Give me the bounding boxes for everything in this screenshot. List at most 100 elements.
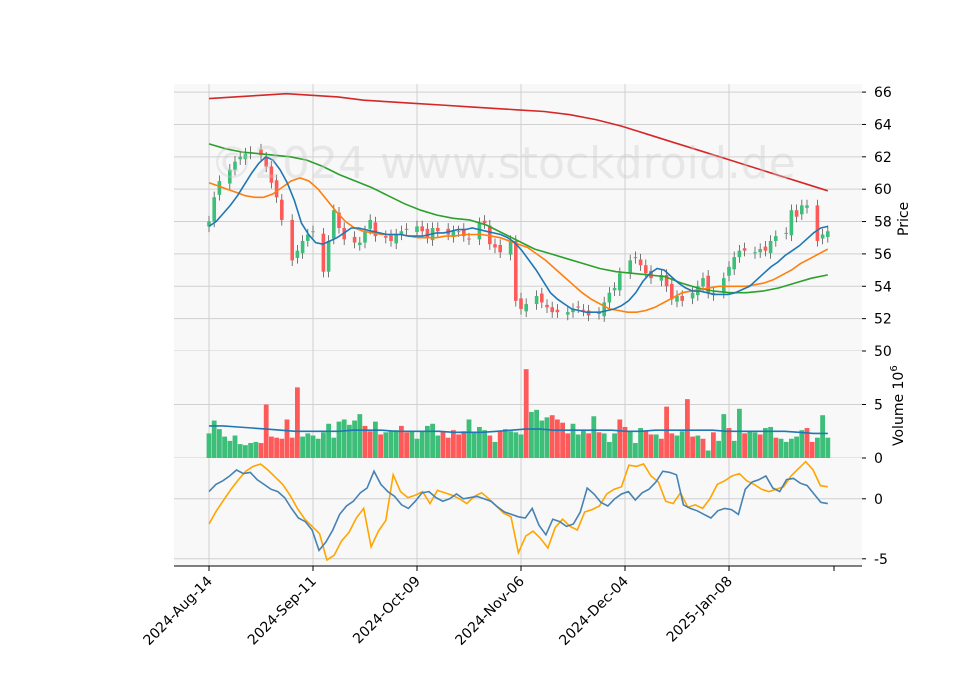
volume-bar bbox=[726, 428, 732, 458]
candle-body bbox=[404, 228, 409, 230]
volume-bar bbox=[591, 416, 597, 458]
volume-bar bbox=[477, 426, 482, 458]
volume-average-line bbox=[209, 425, 828, 435]
y-tick-label: 64 bbox=[874, 117, 892, 133]
volume-bar bbox=[783, 441, 789, 458]
candle-body bbox=[737, 250, 742, 258]
candle-body bbox=[337, 212, 341, 229]
volume-bar bbox=[206, 433, 212, 458]
candle-body bbox=[498, 245, 502, 253]
y-tick-label: 56 bbox=[874, 247, 892, 263]
volume-bar bbox=[243, 445, 248, 458]
volume-bar bbox=[440, 431, 446, 458]
volume-bar bbox=[461, 431, 467, 458]
volume-bar bbox=[627, 431, 633, 458]
volume-bar bbox=[263, 404, 269, 458]
volume-bar bbox=[674, 435, 680, 458]
volume-bar bbox=[211, 420, 217, 458]
candle-body bbox=[238, 156, 242, 160]
candle-body bbox=[680, 295, 684, 301]
volume-bar bbox=[258, 443, 264, 458]
candle-body bbox=[571, 308, 575, 313]
candle-body bbox=[488, 225, 492, 245]
candle-body bbox=[321, 233, 326, 272]
candle-body bbox=[384, 236, 388, 238]
volume-bar bbox=[253, 441, 259, 458]
x-axis: 2024-Aug-14 2024-Sep-11 2024-Oct-09 2024-No… bbox=[140, 565, 862, 649]
candle-body bbox=[550, 307, 554, 313]
candle-body bbox=[332, 210, 336, 239]
volume-bar bbox=[716, 440, 721, 458]
ma-longest-line bbox=[208, 92, 829, 192]
candle-body bbox=[462, 228, 466, 237]
y-tick-label: 58 bbox=[874, 215, 892, 231]
volume-bar bbox=[279, 438, 285, 458]
candle-body bbox=[373, 222, 378, 237]
volume-bar bbox=[482, 430, 487, 458]
volume-bar bbox=[685, 399, 690, 458]
candle-body bbox=[638, 259, 643, 266]
volume-bar bbox=[768, 426, 773, 458]
candle-body bbox=[555, 309, 560, 313]
candle-body bbox=[264, 157, 268, 167]
volume-bar bbox=[383, 432, 389, 458]
volume-bar bbox=[804, 428, 810, 458]
volume-bar bbox=[763, 428, 768, 458]
volume-bar bbox=[315, 438, 321, 458]
volume-bar bbox=[295, 387, 300, 458]
volume-bar bbox=[466, 419, 472, 458]
candle-body bbox=[269, 166, 274, 183]
x-tick-label: 2024-Oct-09 bbox=[350, 574, 424, 648]
volume-axis-label: Volume 106 bbox=[889, 365, 907, 446]
volume-bar bbox=[503, 429, 508, 458]
volume-bar bbox=[560, 422, 565, 458]
volume-bar bbox=[643, 431, 649, 458]
volume-bar bbox=[815, 437, 820, 458]
candle-body bbox=[300, 240, 305, 254]
volume-bar bbox=[341, 419, 347, 458]
volume-bar bbox=[799, 430, 805, 458]
volume-bar bbox=[737, 408, 742, 458]
candle-body bbox=[732, 257, 736, 270]
volume-bar bbox=[633, 443, 638, 458]
volume-bar bbox=[565, 433, 571, 458]
candle-body bbox=[280, 199, 284, 220]
volume-bar bbox=[284, 419, 290, 458]
y-tick-label: 52 bbox=[874, 312, 892, 328]
candle-body bbox=[389, 235, 393, 241]
candle-body bbox=[259, 149, 263, 156]
candle-body bbox=[363, 231, 367, 243]
y-tick-label: 60 bbox=[874, 182, 892, 198]
volume-bar bbox=[352, 420, 357, 458]
candle-body bbox=[540, 293, 544, 303]
candle-body bbox=[436, 228, 440, 232]
y-tick-label: 54 bbox=[874, 279, 892, 295]
candle-body bbox=[670, 283, 674, 300]
candle-body bbox=[306, 234, 310, 241]
candle-body bbox=[581, 309, 586, 311]
volume-bar bbox=[523, 369, 529, 458]
volume-bar bbox=[679, 431, 685, 458]
candle-body bbox=[566, 312, 570, 315]
y-tick-label: 0 bbox=[874, 451, 883, 467]
candle-body bbox=[602, 302, 606, 317]
volume-bar bbox=[227, 440, 233, 458]
volume-bar bbox=[305, 433, 311, 458]
volume-bar bbox=[497, 431, 503, 458]
candle-body bbox=[217, 181, 222, 195]
candle-body bbox=[742, 248, 747, 251]
volume-bar bbox=[664, 406, 669, 458]
candle-body bbox=[233, 161, 237, 170]
volume-bar bbox=[700, 438, 706, 458]
volume-bar bbox=[757, 434, 763, 458]
volume-bar bbox=[321, 432, 326, 458]
volume-bar bbox=[388, 431, 394, 458]
volume-panel: 0 5 Volume 106 bbox=[174, 351, 907, 467]
volume-bar bbox=[232, 435, 238, 458]
volume-bar bbox=[393, 430, 399, 458]
candle-body bbox=[576, 306, 580, 308]
candle-body bbox=[633, 257, 638, 259]
candle-body bbox=[597, 312, 601, 314]
volume-bar bbox=[747, 431, 753, 458]
ma-short-line bbox=[208, 155, 828, 314]
